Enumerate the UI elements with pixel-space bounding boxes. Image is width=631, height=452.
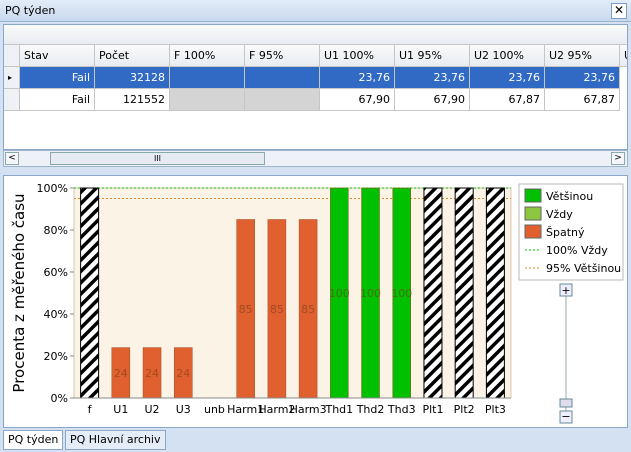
x-tick-label: unb xyxy=(204,403,225,416)
cell[interactable] xyxy=(170,67,245,89)
value-label: 85 xyxy=(270,303,284,316)
value-label: 85 xyxy=(301,303,315,316)
corner xyxy=(4,45,20,67)
value-label: 100 xyxy=(391,287,412,300)
value-label: 100 xyxy=(329,287,350,300)
h-scrollbar[interactable]: < III > xyxy=(3,150,628,167)
cell[interactable] xyxy=(245,89,320,111)
column-header[interactable]: U2 95% xyxy=(545,45,620,67)
row-header xyxy=(4,89,20,111)
x-tick-label: U2 xyxy=(145,403,160,416)
x-tick-label: U1 xyxy=(113,403,128,416)
close-button[interactable]: ✕ xyxy=(611,3,627,19)
cell[interactable]: 32128 xyxy=(95,67,170,89)
y-tick-label: 20% xyxy=(44,350,68,363)
value-label: 24 xyxy=(176,367,190,380)
column-header[interactable]: U1 100% xyxy=(320,45,395,67)
zoom-in-icon: + xyxy=(561,284,570,297)
cell[interactable]: 67,87 xyxy=(470,89,545,111)
tab[interactable]: PQ Hlavní archiv xyxy=(65,430,166,450)
window-title: PQ týden xyxy=(5,4,56,17)
cell[interactable]: 23,76 xyxy=(320,67,395,89)
cell[interactable]: 23,76 xyxy=(395,67,470,89)
x-tick-label: Thd2 xyxy=(356,403,385,416)
bar xyxy=(454,187,474,399)
slider-thumb[interactable] xyxy=(559,398,573,408)
cell[interactable] xyxy=(245,67,320,89)
cell[interactable]: 121552 xyxy=(95,89,170,111)
y-tick-label: 100% xyxy=(37,182,68,195)
group-header xyxy=(4,25,627,45)
x-tick-label: Thd3 xyxy=(387,403,416,416)
x-tick-label: Plt1 xyxy=(422,403,443,416)
legend-label: 100% Vždy xyxy=(546,244,608,257)
column-header[interactable]: Stav xyxy=(20,45,95,67)
chart-panel: Procenta z měřeného času + − 0% 20% 40% 60%… xyxy=(3,175,628,428)
row-header: ▸ xyxy=(4,67,20,89)
value-label: 85 xyxy=(239,303,253,316)
cell[interactable]: 67,87 xyxy=(545,89,620,111)
tab-strip: PQ týden PQ Hlavní archiv xyxy=(3,430,628,450)
x-tick-label: Harm2 xyxy=(258,403,295,416)
bar xyxy=(423,187,443,399)
value-label: 24 xyxy=(114,367,128,380)
cell[interactable]: 23,76 xyxy=(545,67,620,89)
x-tick-label: Plt3 xyxy=(485,403,506,416)
zoom-in[interactable] xyxy=(559,283,573,297)
column-header[interactable]: Počet xyxy=(95,45,170,67)
zoom-out[interactable] xyxy=(559,410,573,424)
y-axis-title: Procenta z měřeného času xyxy=(10,193,28,392)
y-tick-label: 60% xyxy=(44,266,68,279)
zoom-out-icon: − xyxy=(561,410,570,423)
chart: Procenta z měřeného času + − 0% 20% 40% 60%… xyxy=(10,182,624,424)
legend-label: Špatný xyxy=(546,226,585,239)
cell[interactable]: 67,90 xyxy=(320,89,395,111)
x-tick-label: U3 xyxy=(176,403,191,416)
legend-swatch xyxy=(524,188,542,203)
legend-label: Vždy xyxy=(546,208,573,221)
cell[interactable] xyxy=(170,89,245,111)
cell[interactable]: 67,90 xyxy=(395,89,470,111)
data-grid: Stav Počet F 100% F 95% U1 100% U1 95% U2 100%… xyxy=(3,24,628,150)
column-header[interactable]: U xyxy=(620,45,627,67)
y-tick-label: 0% xyxy=(51,392,68,405)
x-tick-label: Harm3 xyxy=(290,403,327,416)
legend-label: 95% Většinou xyxy=(546,262,621,275)
bar xyxy=(80,187,100,399)
legend-label: Většinou xyxy=(546,190,593,203)
x-tick-label: Thd1 xyxy=(324,403,353,416)
tab[interactable]: PQ týden xyxy=(3,430,64,450)
legend-swatch xyxy=(524,206,542,221)
value-label: 100 xyxy=(360,287,381,300)
y-tick-label: 40% xyxy=(44,308,68,321)
column-header[interactable]: F 95% xyxy=(245,45,320,67)
column-header[interactable]: F 100% xyxy=(170,45,245,67)
y-tick-label: 80% xyxy=(44,224,68,237)
x-tick-label: Plt2 xyxy=(454,403,475,416)
x-tick-label: f xyxy=(88,403,93,416)
cell[interactable]: Fail xyxy=(20,67,95,89)
x-tick-label: Harm1 xyxy=(227,403,264,416)
legend-swatch xyxy=(524,224,542,239)
column-header[interactable]: U1 95% xyxy=(395,45,470,67)
plot-area xyxy=(73,187,512,399)
title-bar: PQ týden ✕ xyxy=(0,0,631,22)
column-header[interactable]: U2 100% xyxy=(470,45,545,67)
cell[interactable]: Fail xyxy=(20,89,95,111)
cell[interactable]: 23,76 xyxy=(470,67,545,89)
bar xyxy=(485,187,505,399)
value-label: 24 xyxy=(145,367,159,380)
